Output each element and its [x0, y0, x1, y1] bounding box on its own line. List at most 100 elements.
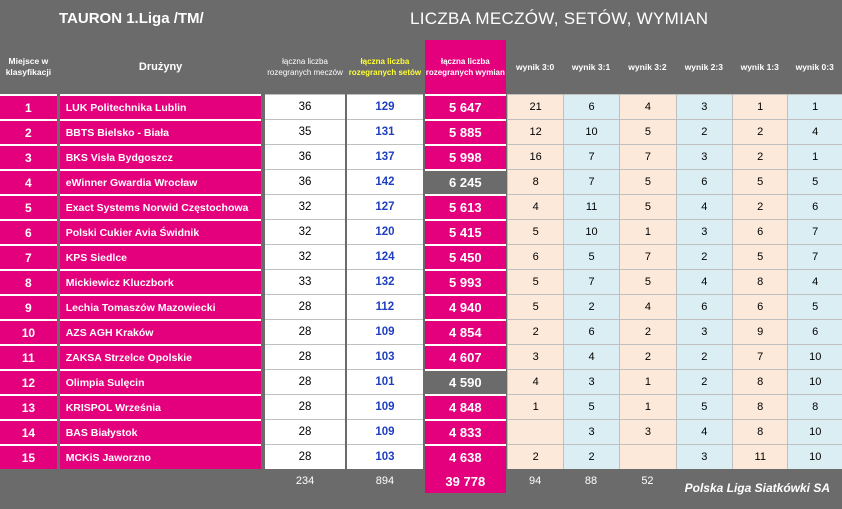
team-name: KRISPOL Września — [59, 394, 262, 419]
result-3-2-cell: 4 — [619, 94, 676, 119]
result-1-3-cell: 1 — [732, 94, 788, 119]
result-3-2-cell: 4 — [619, 294, 676, 319]
result-1-3-cell: 8 — [732, 269, 788, 294]
team-name: Polski Cukier Avia Świdnik — [59, 219, 262, 244]
matches-cell: 28 — [265, 319, 345, 344]
result-0-3-cell: 10 — [787, 444, 842, 469]
matches-cell: 32 — [265, 194, 345, 219]
result-3-1-cell: 7 — [562, 144, 620, 169]
result-2-3-cell: 2 — [675, 344, 733, 369]
result-1-3-cell: 5 — [732, 169, 788, 194]
result-3-1-cell: 10 — [562, 219, 620, 244]
team-name: AZS AGH Kraków — [59, 319, 262, 344]
result-1-3-cell: 2 — [732, 119, 788, 144]
result-3-2-cell: 1 — [619, 394, 676, 419]
result-3-2-cell: 5 — [619, 119, 676, 144]
rallies-cell: 5 415 — [425, 219, 506, 244]
standings-body: 1 LUK Politechnika Lublin 36 129 5 647 21 6 4 3 1… — [0, 94, 842, 469]
rallies-cell: 5 885 — [425, 119, 506, 144]
total-result-3-0: 94 — [507, 469, 563, 493]
total-sets: 894 — [346, 469, 424, 493]
matches-cell: 28 — [265, 294, 345, 319]
result-3-2-cell — [619, 444, 676, 469]
sets-cell: 112 — [346, 294, 424, 319]
result-0-3-cell: 5 — [787, 294, 842, 319]
table-row: 10 AZS AGH Kraków 28 109 4 854 2 6 2 3 9 6 — [0, 319, 842, 344]
total-rallies: 39 778 — [425, 469, 506, 493]
rallies-cell: 4 940 — [425, 294, 506, 319]
header-teams: Drużyny — [138, 60, 183, 73]
rallies-cell: 4 833 — [425, 419, 506, 444]
result-3-2-cell: 5 — [619, 169, 676, 194]
table-row: 14 BAS Białystok 28 109 4 833 3 3 4 8 10 — [0, 419, 842, 444]
sets-cell: 109 — [346, 394, 424, 419]
matches-cell: 28 — [265, 419, 345, 444]
place-cell: 15 — [0, 444, 57, 469]
matches-cell: 36 — [265, 144, 345, 169]
header-result-3-2: wynik 3:2 — [628, 61, 667, 72]
result-2-3-cell: 3 — [675, 219, 733, 244]
result-3-2-cell: 7 — [619, 244, 676, 269]
sets-cell: 103 — [346, 344, 424, 369]
result-3-1-cell: 3 — [562, 369, 620, 394]
result-3-2-cell: 2 — [619, 344, 676, 369]
place-cell: 5 — [0, 194, 57, 219]
standings-table: Miejsce w klasyfikacji Drużyny łączna li… — [0, 40, 842, 493]
result-1-3-cell: 6 — [732, 219, 788, 244]
sets-cell: 124 — [346, 244, 424, 269]
footer-credit: Polska Liga Siatkówki SA — [684, 481, 830, 495]
result-3-0-cell: 1 — [507, 394, 563, 419]
sets-cell: 109 — [346, 319, 424, 344]
result-3-2-cell: 3 — [619, 419, 676, 444]
result-3-0-cell: 5 — [507, 219, 563, 244]
result-2-3-cell: 2 — [675, 244, 733, 269]
matches-cell: 36 — [265, 94, 345, 119]
result-3-1-cell: 11 — [562, 194, 620, 219]
table-row: 6 Polski Cukier Avia Świdnik 32 120 5 415 5 10… — [0, 219, 842, 244]
result-2-3-cell: 6 — [675, 294, 733, 319]
header-result-3-1: wynik 3:1 — [571, 61, 611, 72]
table-row: 11 ZAKSA Strzelce Opolskie 28 103 4 607 3 4 2 2 7… — [0, 344, 842, 369]
header-result-1-3: wynik 1:3 — [740, 61, 779, 72]
matches-cell: 28 — [265, 444, 345, 469]
result-0-3-cell: 6 — [787, 319, 842, 344]
result-0-3-cell: 10 — [787, 369, 842, 394]
result-1-3-cell: 2 — [732, 144, 788, 169]
sets-cell: 129 — [346, 94, 424, 119]
result-3-0-cell: 16 — [507, 144, 563, 169]
result-0-3-cell: 8 — [787, 394, 842, 419]
matches-cell: 28 — [265, 369, 345, 394]
rallies-cell: 5 450 — [425, 244, 506, 269]
team-name: Olimpia Sulęcin — [59, 369, 262, 394]
result-1-3-cell: 5 — [732, 244, 788, 269]
header-sets: łączna liczba rozegranych setów — [348, 57, 422, 77]
header-matches: łączna liczba rozegranych meczów — [267, 57, 343, 77]
team-name: Exact Systems Norwid Częstochowa — [59, 194, 262, 219]
result-0-3-cell: 5 — [787, 169, 842, 194]
table-row: 7 KPS Siedlce 32 124 5 450 6 5 7 2 5 7 — [0, 244, 842, 269]
result-2-3-cell: 3 — [675, 444, 733, 469]
matches-cell: 35 — [265, 119, 345, 144]
result-2-3-cell: 4 — [675, 194, 733, 219]
place-cell: 14 — [0, 419, 57, 444]
team-name: LUK Politechnika Lublin — [59, 94, 262, 119]
result-2-3-cell: 4 — [675, 269, 733, 294]
result-0-3-cell: 1 — [787, 94, 842, 119]
header-row: Miejsce w klasyfikacji Drużyny łączna li… — [0, 40, 842, 94]
team-name: BAS Białystok — [59, 419, 262, 444]
table-row: 13 KRISPOL Września 28 109 4 848 1 5 1 5 8 8 — [0, 394, 842, 419]
sets-cell: 101 — [346, 369, 424, 394]
place-cell: 11 — [0, 344, 57, 369]
place-cell: 6 — [0, 219, 57, 244]
rallies-cell: 4 607 — [425, 344, 506, 369]
result-1-3-cell: 8 — [732, 394, 788, 419]
result-0-3-cell: 10 — [787, 344, 842, 369]
result-1-3-cell: 2 — [732, 194, 788, 219]
result-3-0-cell: 4 — [507, 194, 563, 219]
result-1-3-cell: 6 — [732, 294, 788, 319]
result-3-2-cell: 7 — [619, 144, 676, 169]
rallies-cell: 4 638 — [425, 444, 506, 469]
result-1-3-cell: 11 — [732, 444, 788, 469]
table-row: 1 LUK Politechnika Lublin 36 129 5 647 21 6 4 3 1… — [0, 94, 842, 119]
